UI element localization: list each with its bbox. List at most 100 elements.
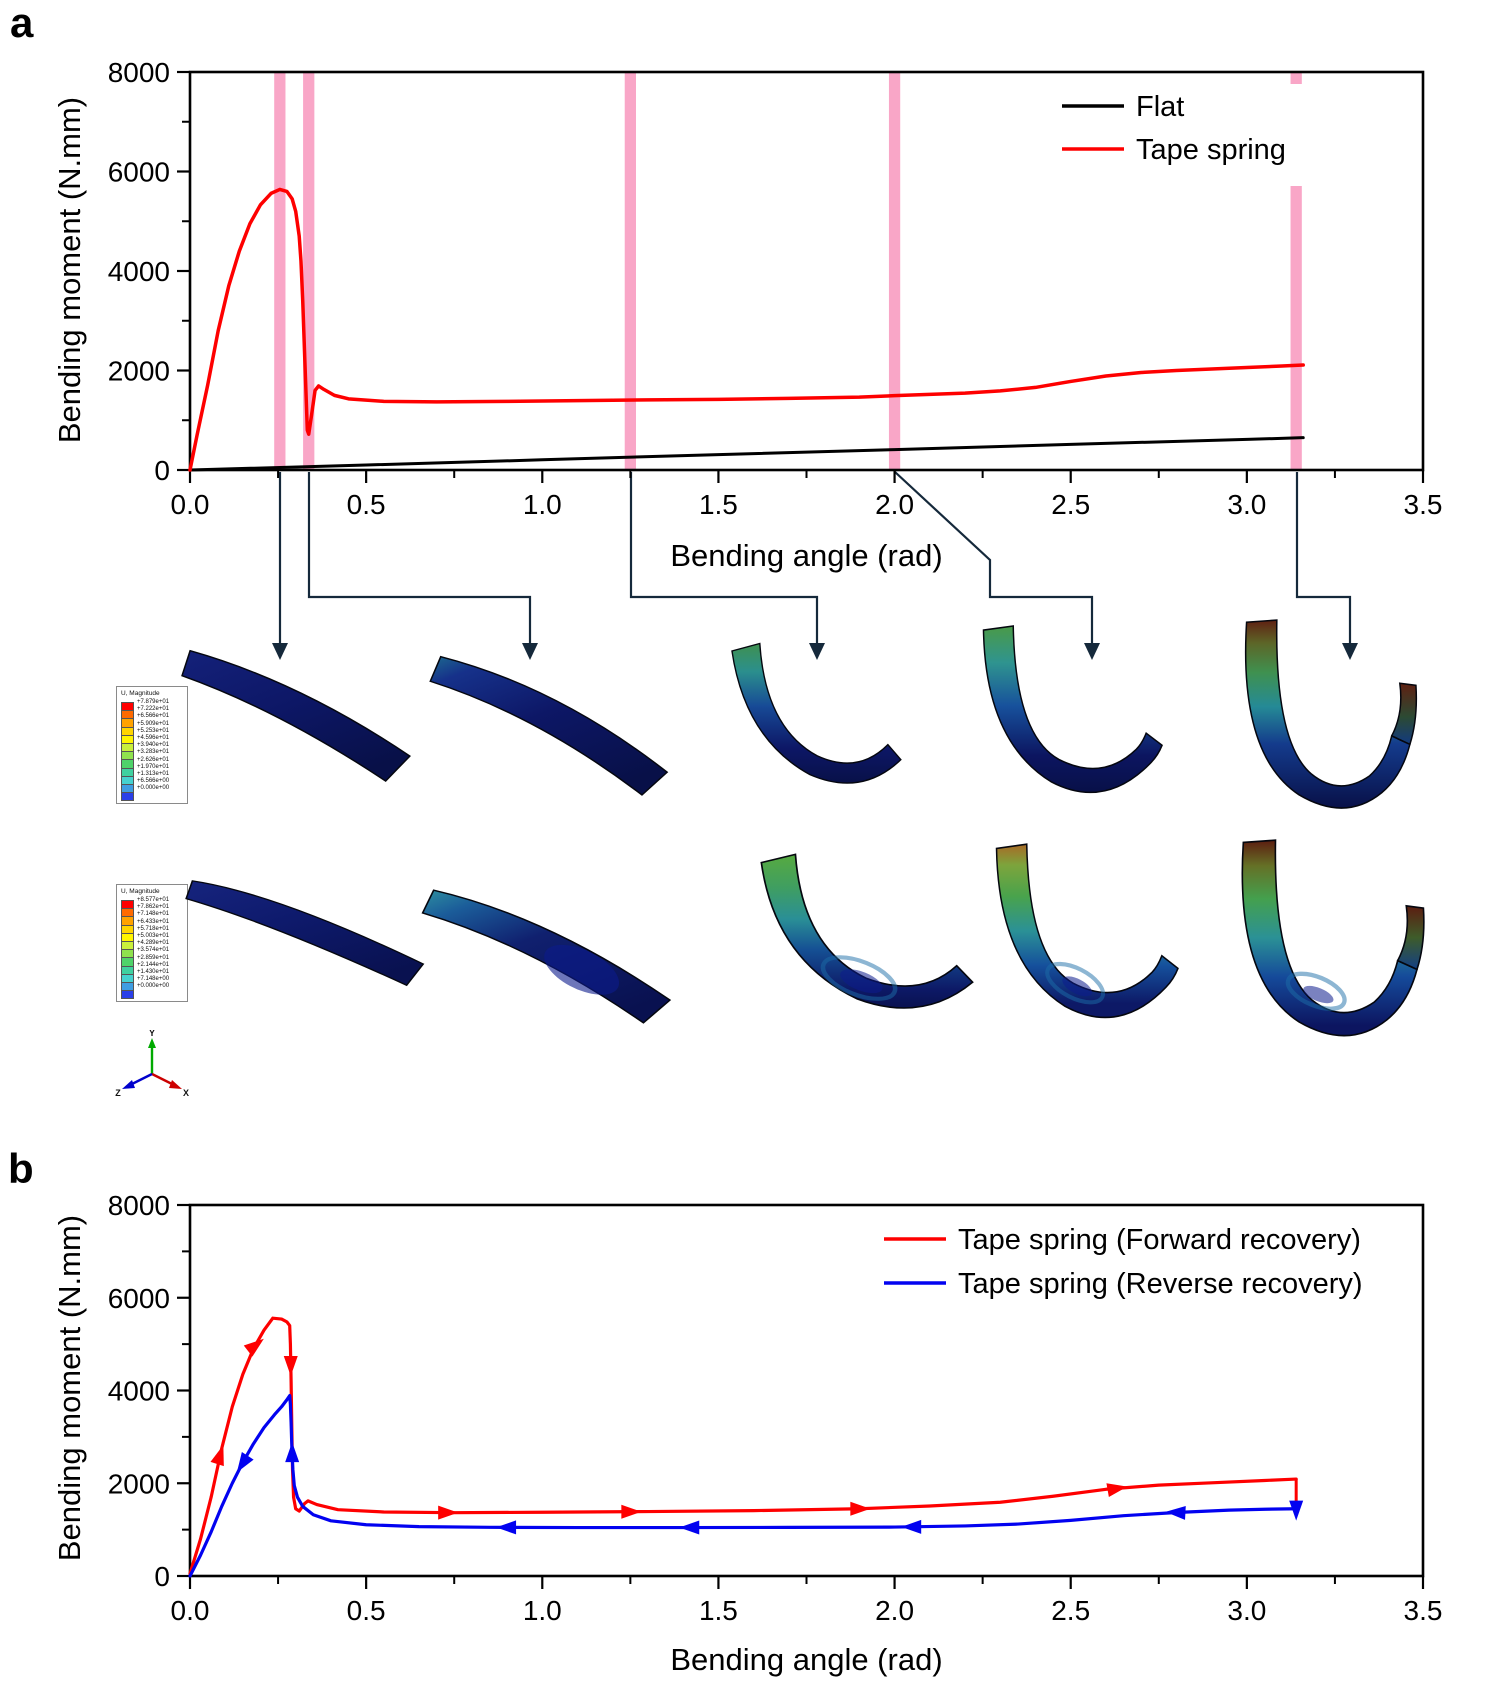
panel-b-label: b	[8, 1145, 34, 1192]
x-tick-label: 1.5	[699, 489, 738, 520]
contour-value-label: +1.970e+01	[137, 763, 170, 770]
contour-color-swatch	[121, 735, 134, 744]
legend-label: Tape spring	[1136, 134, 1286, 166]
x-tick-label: 3.0	[1227, 1595, 1266, 1626]
y-tick-label: 6000	[108, 157, 170, 188]
contour-color-swatch	[121, 925, 134, 934]
panel-a-x-axis-title: Bending angle (rad)	[670, 538, 943, 573]
contour-value-label: +0.000e+00	[137, 983, 170, 990]
direction-arrow-icon	[283, 1355, 298, 1376]
contour-legend-title: U, Magnitude	[121, 888, 160, 895]
contour-value-label: +1.313e+01	[137, 771, 170, 778]
fea-snapshot-row1-1	[181, 649, 411, 782]
fea-snapshot-row2-4	[995, 843, 1179, 1019]
fea-snapshot-row2-5	[1241, 839, 1425, 1037]
series-tape-spring	[188, 187, 1305, 472]
contour-value-label: +7.148e+01	[137, 911, 170, 918]
series-tape-spring-reverse-recovery	[188, 1394, 1298, 1578]
x-tick-label: 2.5	[1051, 489, 1090, 520]
contour-value-label: +4.596e+01	[137, 735, 170, 742]
contour-color-swatch	[121, 702, 134, 712]
x-tick-label: 0.5	[347, 489, 386, 520]
contour-color-swatch	[121, 760, 134, 769]
legend-label: Tape spring (Forward recovery)	[958, 1224, 1361, 1256]
contour-color-swatch	[121, 966, 134, 975]
series-tape-spring-forward-recovery	[188, 1316, 1298, 1576]
y-tick-label: 8000	[108, 57, 170, 88]
contour-color-swatch	[121, 941, 134, 951]
y-tick-label: 0	[154, 1561, 170, 1592]
arrow-down-icon	[272, 643, 288, 660]
x-tick-label: 3.5	[1404, 1595, 1443, 1626]
svg-text:Z: Z	[115, 1088, 121, 1098]
chart-b: 0.0 0.5 1.0 1.5 2.0 2.5 3.0 3.5 0 2000 4000 6000 800…	[108, 1190, 1443, 1626]
contour-color-swatch	[121, 974, 134, 983]
direction-arrow-icon	[210, 1444, 224, 1467]
contour-color-swatch	[121, 991, 134, 1000]
x-tick-label: 0.0	[171, 489, 210, 520]
contour-color-swatch	[121, 743, 134, 753]
snapshot-callout-arrowheads	[272, 643, 1358, 660]
highlight-bar	[888, 72, 901, 470]
contour-color-swatch	[121, 950, 134, 959]
callout-line	[307, 472, 532, 644]
x-tick-label: 0.0	[171, 1595, 210, 1626]
contour-color-swatch	[121, 909, 134, 918]
x-tick-label: 1.0	[523, 489, 562, 520]
y-tick-label: 0	[154, 455, 170, 486]
x-tick-label: 1.5	[699, 1595, 738, 1626]
contour-value-label: +3.283e+01	[137, 749, 170, 756]
direction-arrow-icon	[438, 1505, 459, 1520]
svg-text:X: X	[183, 1088, 189, 1098]
contour-color-swatch	[121, 917, 134, 926]
direction-arrow-icon	[679, 1520, 700, 1535]
direction-arrow-icon	[236, 1451, 254, 1473]
fea-snapshot-row2-3	[760, 853, 974, 1009]
contour-value-label: +6.566e+00	[137, 778, 170, 785]
contour-color-swatch	[121, 719, 134, 728]
contour-color-swatch	[121, 752, 134, 761]
contour-value-label: +6.433e+01	[137, 918, 170, 925]
direction-arrow-icon	[285, 1442, 300, 1463]
coordinate-triad-icon: Y X Z	[115, 1030, 189, 1098]
panel-b-y-axis-title: Bending moment (N.mm)	[52, 1214, 87, 1562]
panel-a-label: a	[10, 0, 34, 46]
direction-arrow-icon	[901, 1519, 922, 1534]
panel-a-y-axis-title: Bending moment (N.mm)	[52, 96, 87, 444]
x-tick-label: 2.5	[1051, 1595, 1090, 1626]
x-tick-label: 1.0	[523, 1595, 562, 1626]
legend-label: Tape spring (Reverse recovery)	[958, 1268, 1363, 1300]
plot-frame	[188, 70, 1425, 472]
y-tick-label: 4000	[108, 256, 170, 287]
arrow-down-icon	[1342, 643, 1358, 660]
contour-value-label: +3.574e+01	[137, 947, 170, 954]
arrow-down-icon	[1084, 643, 1100, 660]
fea-snapshot-row2-1	[185, 880, 425, 987]
callout-line	[894, 471, 1094, 644]
contour-color-swatch	[121, 958, 134, 967]
contour-value-label: +7.862e+01	[137, 904, 170, 911]
highlight-bar	[274, 72, 286, 470]
direction-arrow-icon	[621, 1504, 642, 1519]
fea-snapshot-row1-2	[429, 655, 669, 796]
callout-line	[629, 472, 819, 644]
direction-arrow-icon	[1106, 1483, 1128, 1498]
contour-color-swatch	[121, 727, 134, 736]
contour-color-swatch	[121, 768, 134, 777]
contour-value-label: +5.253e+01	[137, 727, 170, 734]
y-tick-label: 6000	[108, 1283, 170, 1314]
direction-arrow-icon	[243, 1338, 264, 1357]
arrow-down-icon	[809, 643, 825, 660]
arrow-down-icon	[522, 643, 538, 660]
series-flat	[188, 436, 1305, 472]
panel-b-x-axis-title: Bending angle (rad)	[670, 1642, 943, 1677]
plot-frame	[188, 1203, 1425, 1578]
y-tick-label: 8000	[108, 1190, 170, 1221]
contour-value-label: +0.000e+00	[137, 785, 170, 792]
contour-color-swatch	[121, 793, 134, 802]
x-tick-label: 2.0	[875, 1595, 914, 1626]
fea-snapshot-row1-5	[1244, 619, 1418, 809]
highlight-bar	[303, 72, 315, 470]
contour-color-swatch	[121, 933, 134, 942]
